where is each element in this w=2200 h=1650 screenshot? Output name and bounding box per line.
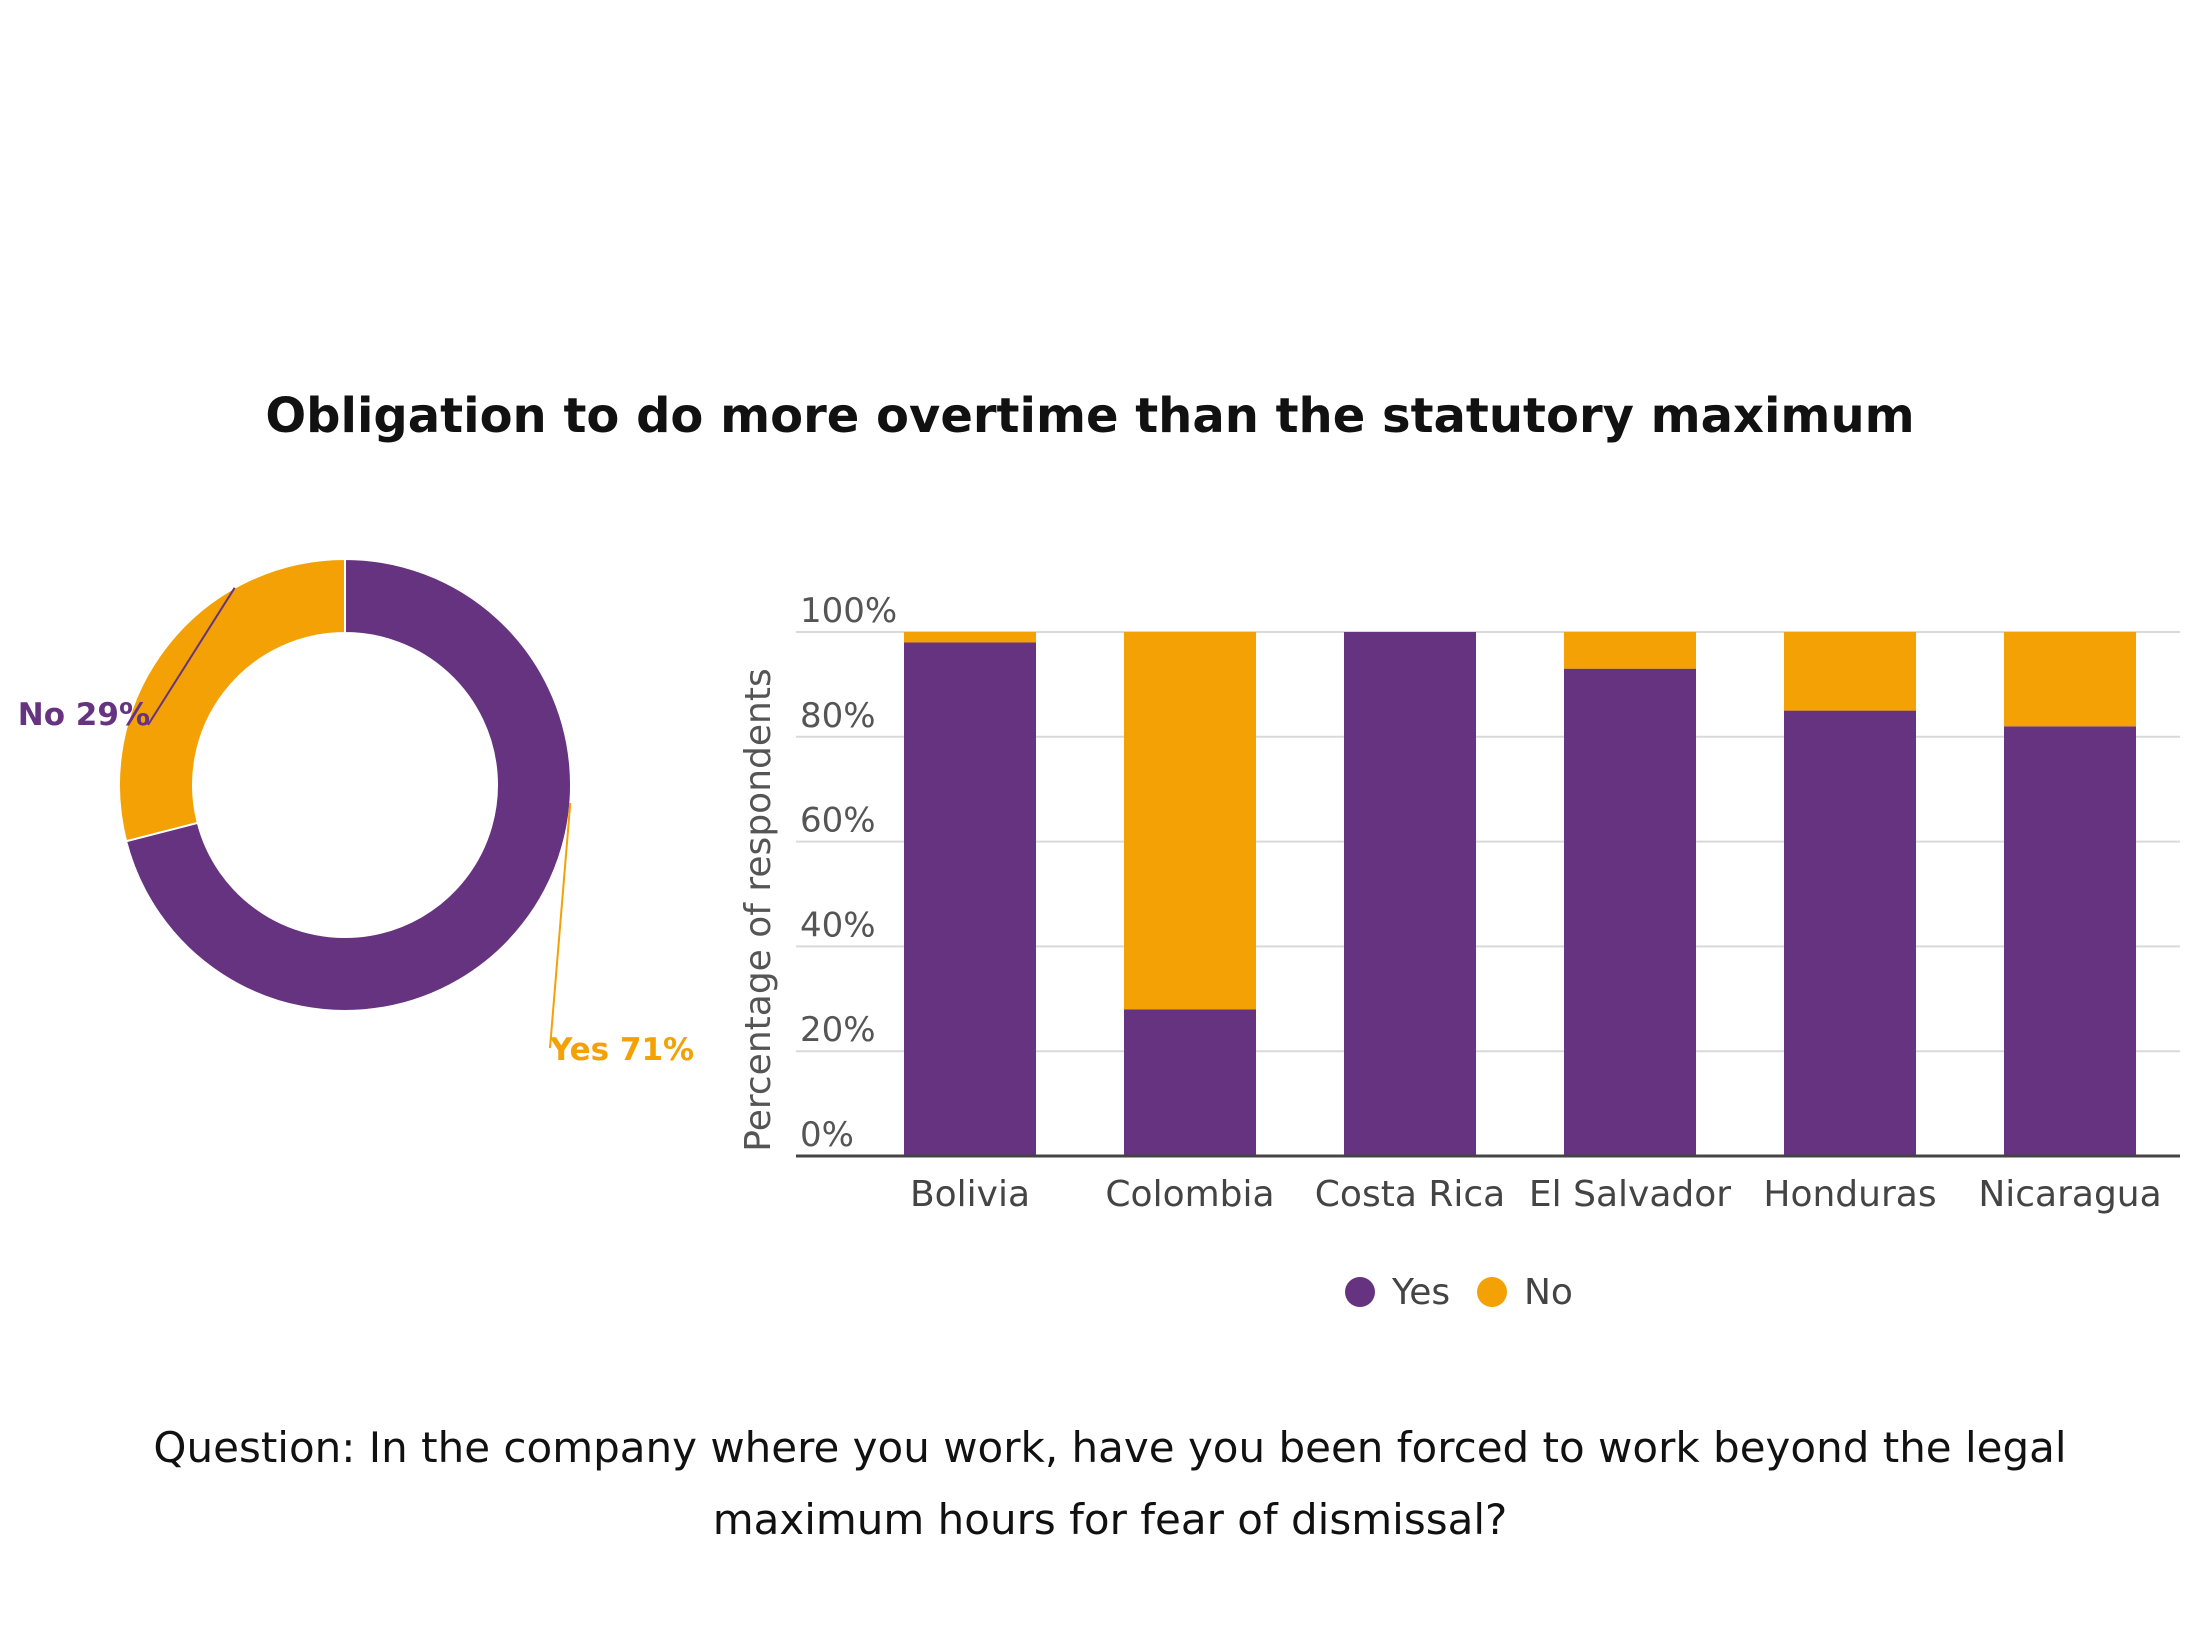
- bar-bolivia-yes: [904, 642, 1036, 1156]
- legend-label-no: No: [1524, 1272, 1573, 1313]
- legend-marker-no: [1477, 1277, 1507, 1307]
- bar-costa-rica-yes: [1344, 632, 1476, 1156]
- x-tick-label: Nicaragua: [1978, 1174, 2161, 1215]
- donut-label-yes: Yes 71%: [549, 1032, 694, 1068]
- stacked-bar-chart: 0% 20% 40% 60% 80% 100% Percentage of responde…: [738, 591, 2180, 1313]
- y-axis-label: Percentage of respondents: [738, 668, 779, 1151]
- y-tick-label: 20%: [800, 1010, 876, 1050]
- bar-colombia-no: [1124, 632, 1256, 1010]
- bar-colombia-yes: [1124, 1009, 1256, 1156]
- donut-chart: No 29% Yes 71%: [18, 557, 694, 1068]
- donut-slice-yes: [124, 557, 572, 1012]
- legend-marker-yes: [1345, 1277, 1375, 1307]
- bar-nicaragua-no: [2004, 632, 2136, 727]
- y-tick-label: 100%: [800, 591, 897, 631]
- bar-el-salvador-yes: [1564, 668, 1696, 1156]
- donut-leader-no: [147, 587, 236, 726]
- bar-el-salvador-no: [1564, 632, 1696, 669]
- donut-slice-no: [118, 557, 346, 843]
- bar-honduras-no: [1784, 632, 1916, 711]
- bar-bolivia-no: [904, 632, 1036, 643]
- bar-honduras-yes: [1784, 710, 1916, 1156]
- donut-leader-yes: [549, 802, 572, 1049]
- x-tick-label: Honduras: [1763, 1174, 1936, 1215]
- donut-label-no: No 29%: [18, 697, 150, 733]
- x-tick-label: Bolivia: [910, 1174, 1030, 1215]
- x-tick-label: Costa Rica: [1315, 1174, 1505, 1215]
- x-tick-label: Colombia: [1105, 1174, 1274, 1215]
- legend-label-yes: Yes: [1391, 1272, 1450, 1313]
- bar-nicaragua-yes: [2004, 726, 2136, 1156]
- chart-title: Obligation to do more overtime than the …: [265, 388, 1915, 444]
- y-tick-label: 60%: [800, 801, 876, 841]
- x-tick-label: El Salvador: [1529, 1174, 1731, 1215]
- y-tick-label: 0%: [800, 1115, 854, 1155]
- y-tick-label: 80%: [800, 696, 876, 736]
- y-tick-label: 40%: [800, 905, 876, 945]
- survey-question: Question: In the company where you work,…: [153, 1423, 2067, 1544]
